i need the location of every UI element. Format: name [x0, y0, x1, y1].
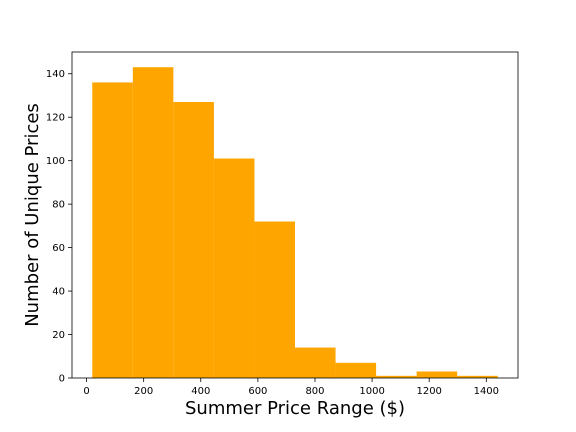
histogram-bar-10 [457, 375, 498, 378]
x-tick-label: 200 [134, 386, 153, 397]
x-tick-label: 1200 [416, 386, 441, 397]
x-tick-label: 400 [191, 386, 210, 397]
y-tick-label: 140 [46, 69, 65, 80]
bars-group [92, 67, 498, 379]
y-axis-ticks: 0 20 40 60 80 100 120 140 [46, 69, 72, 385]
histogram-bar-4 [213, 158, 255, 378]
x-tick-label: 1000 [359, 386, 384, 397]
y-tick-label: 40 [52, 287, 65, 298]
x-tick-label: 0 [83, 386, 89, 397]
y-tick-label: 0 [59, 374, 65, 385]
histogram-bar-8 [376, 375, 417, 378]
histogram-bar-5 [254, 221, 295, 378]
histogram-bar-6 [295, 347, 336, 378]
x-axis-label: Summer Price Range ($) [185, 398, 405, 419]
y-tick-label: 80 [52, 200, 65, 211]
x-tick-label: 1400 [474, 386, 499, 397]
plot-frame [71, 51, 519, 379]
histogram-bar-3 [173, 101, 214, 378]
y-axis-label: Number of Unique Prices [22, 103, 43, 327]
y-tick-label: 120 [46, 113, 65, 124]
histogram-bar-1 [92, 82, 133, 378]
y-tick-label: 20 [52, 330, 65, 341]
x-tick-label: 600 [248, 386, 267, 397]
histogram-bar-7 [335, 362, 377, 378]
x-tick-label: 800 [305, 386, 324, 397]
y-tick-label: 60 [52, 243, 65, 254]
histogram-bar-2 [132, 67, 174, 379]
histogram-bar-9 [416, 371, 458, 378]
x-axis-ticks: 0 200 400 600 800 1000 1200 1400 [83, 378, 499, 397]
y-tick-label: 100 [46, 156, 65, 167]
